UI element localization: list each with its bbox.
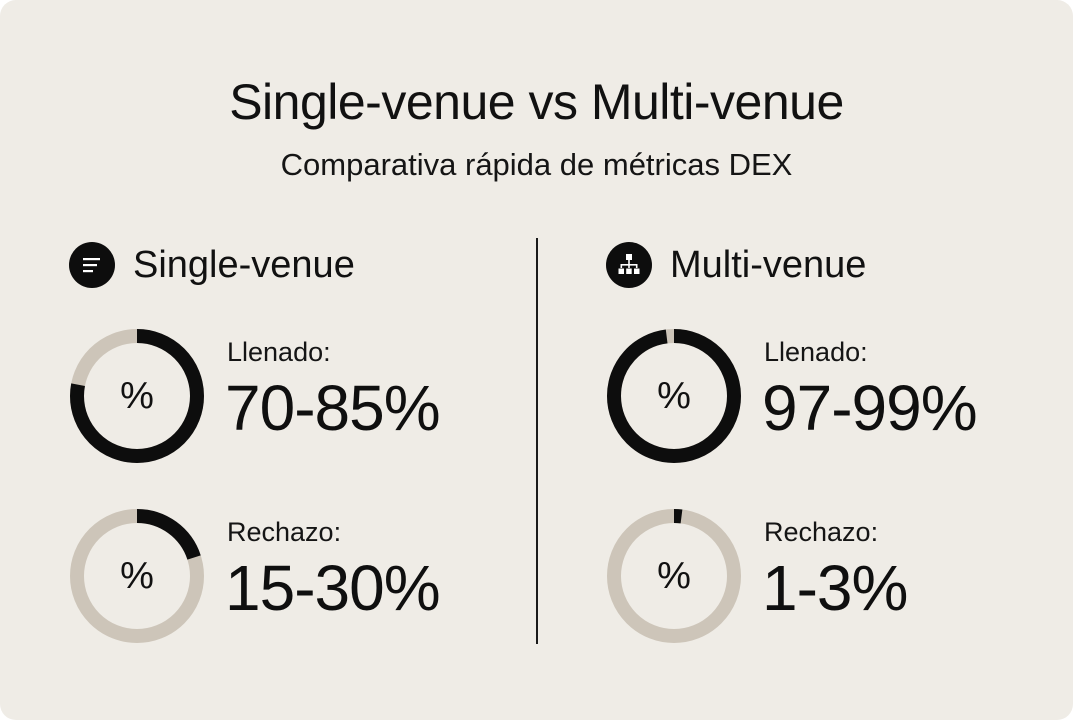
section-header-single-venue: Single-venue	[69, 240, 355, 290]
section-header-multi-venue: Multi-venue	[606, 240, 866, 290]
list-lines-icon	[69, 242, 115, 288]
page-subtitle: Comparativa rápida de métricas DEX	[280, 147, 793, 182]
metric-label: Llenado:	[764, 337, 868, 367]
percent-symbol: %	[657, 374, 691, 417]
section-title: Multi-venue	[670, 244, 867, 286]
metric-multi-rechazo: % Rechazo: 1-3%	[606, 508, 1026, 648]
metric-value: 70-85%	[225, 372, 441, 444]
donut-chart: %	[69, 508, 205, 644]
donut-chart: %	[606, 508, 742, 644]
percent-symbol: %	[120, 374, 154, 417]
percent-symbol: %	[120, 554, 154, 597]
donut-chart: %	[606, 328, 742, 464]
metric-value: 15-30%	[225, 552, 441, 624]
hierarchy-network-icon	[606, 242, 652, 288]
metric-multi-llenado: % Llenado: 97-99%	[606, 328, 1026, 468]
percent-symbol: %	[657, 554, 691, 597]
metric-single-llenado: % Llenado: 70-85%	[69, 328, 489, 468]
metric-value: 97-99%	[762, 372, 978, 444]
metric-single-rechazo: % Rechazo: 15-30%	[69, 508, 489, 648]
page-title: Single-venue vs Multi-venue	[229, 74, 844, 130]
section-title: Single-venue	[133, 244, 355, 286]
donut-chart: %	[69, 328, 205, 464]
metric-label: Rechazo:	[764, 517, 879, 547]
metric-value: 1-3%	[762, 552, 908, 624]
metric-label: Llenado:	[227, 337, 331, 367]
metric-label: Rechazo:	[227, 517, 342, 547]
column-divider	[536, 238, 538, 644]
